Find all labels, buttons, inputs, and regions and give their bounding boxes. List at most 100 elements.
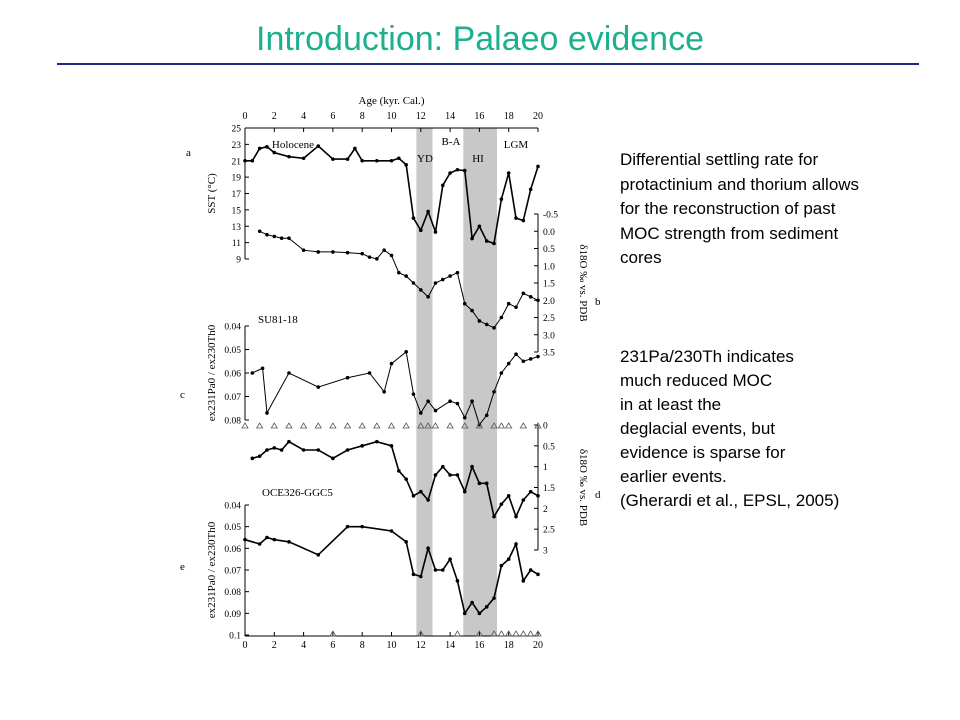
age-marker-triangle bbox=[329, 422, 337, 429]
age-marker-triangle bbox=[241, 422, 249, 429]
data-point-a bbox=[477, 224, 482, 229]
y-tick-label: 0.09 bbox=[224, 610, 241, 620]
panel-letter-d: d bbox=[595, 489, 601, 501]
note2-line: deglacial events, but bbox=[620, 419, 775, 438]
data-point-a bbox=[492, 241, 496, 246]
data-point-a bbox=[272, 150, 277, 155]
period-band-yd bbox=[416, 128, 433, 636]
y-tick-label: 1 bbox=[543, 463, 548, 473]
note2-line: evidence is sparse for bbox=[620, 443, 786, 462]
data-point-b bbox=[536, 298, 540, 303]
data-point-c bbox=[492, 390, 496, 394]
data-point-b bbox=[367, 255, 372, 259]
data-point-b bbox=[265, 232, 269, 237]
y-axis-title-b: δ18O ‰ vs. PDB bbox=[577, 244, 589, 321]
x-tick-label: 2 bbox=[272, 111, 277, 122]
y-axis-title-e: ex231Pa0 / ex230Th0 bbox=[206, 521, 218, 618]
data-point-c bbox=[419, 411, 423, 415]
y-tick-label: 25 bbox=[232, 125, 242, 135]
data-point-b bbox=[382, 248, 386, 253]
data-point-b bbox=[521, 291, 526, 296]
data-point-e bbox=[316, 553, 321, 557]
period-label: B-A bbox=[442, 136, 461, 148]
y-tick-label: 2.0 bbox=[543, 297, 555, 307]
x-tick-label: 10 bbox=[387, 111, 397, 122]
core-name-c: SU81-18 bbox=[258, 314, 298, 326]
data-point-d bbox=[411, 494, 416, 498]
age-marker-triangle bbox=[490, 630, 498, 637]
data-point-c bbox=[455, 401, 460, 406]
data-point-a bbox=[316, 144, 321, 148]
y-tick-label: 0.5 bbox=[543, 442, 555, 452]
data-point-b bbox=[506, 301, 511, 306]
data-point-b bbox=[419, 288, 423, 292]
data-point-c bbox=[514, 352, 518, 357]
y-tick-label: 1.0 bbox=[543, 262, 555, 272]
data-point-b bbox=[375, 257, 379, 261]
data-point-b bbox=[455, 270, 460, 275]
data-point-e bbox=[419, 574, 423, 579]
data-point-b bbox=[448, 274, 452, 278]
y-tick-label: 0.5 bbox=[543, 245, 555, 255]
period-label: LGM bbox=[504, 139, 529, 151]
data-point-c bbox=[382, 390, 386, 394]
note2-line: in at least the bbox=[620, 395, 722, 414]
data-point-c bbox=[316, 385, 321, 389]
data-point-e bbox=[287, 540, 291, 544]
data-point-c bbox=[411, 392, 416, 396]
age-marker-triangle bbox=[534, 630, 542, 637]
data-point-d bbox=[360, 444, 364, 448]
data-point-e bbox=[514, 542, 518, 546]
note2-line: (Gherardi et al., EPSL, 2005) bbox=[620, 491, 840, 510]
data-point-d bbox=[265, 448, 269, 452]
y-tick-label: 0.07 bbox=[224, 567, 241, 577]
data-point-d bbox=[448, 473, 452, 477]
y-tick-label: 0.06 bbox=[224, 370, 241, 380]
data-point-c bbox=[448, 399, 452, 404]
data-point-a bbox=[345, 157, 350, 161]
data-point-b bbox=[345, 250, 350, 255]
y-tick-label: 0.1 bbox=[229, 632, 241, 642]
data-point-c bbox=[345, 375, 350, 380]
data-point-a bbox=[411, 216, 416, 220]
data-point-b bbox=[499, 315, 504, 320]
note-pa-th-ratio: 231Pa/230Th indicates much reduced MOC in … bbox=[620, 345, 839, 513]
data-point-a bbox=[331, 157, 335, 161]
age-marker-triangle bbox=[417, 630, 425, 637]
y-tick-label: 21 bbox=[232, 157, 242, 167]
data-point-c bbox=[499, 371, 504, 375]
data-point-e bbox=[455, 579, 460, 583]
data-point-d bbox=[250, 456, 255, 461]
note1-line: MOC strength from sediment bbox=[620, 223, 839, 243]
data-point-b bbox=[514, 305, 518, 309]
data-point-a bbox=[426, 209, 430, 214]
y-tick-label: 3 bbox=[543, 547, 548, 557]
age-marker-triangle bbox=[431, 422, 440, 429]
data-point-b bbox=[492, 326, 496, 330]
data-point-e bbox=[462, 611, 467, 616]
data-point-a bbox=[521, 218, 526, 223]
data-point-b bbox=[477, 319, 482, 323]
data-point-e bbox=[448, 557, 452, 561]
data-point-a bbox=[433, 230, 438, 234]
panel-letter-c: c bbox=[180, 389, 185, 401]
data-point-d bbox=[440, 464, 445, 469]
data-point-c bbox=[536, 354, 540, 359]
age-marker-triangle bbox=[519, 630, 528, 637]
y-tick-label: 23 bbox=[232, 141, 242, 151]
x-tick-label: 4 bbox=[301, 111, 306, 122]
data-point-a bbox=[389, 158, 394, 163]
data-point-d bbox=[426, 498, 430, 502]
data-point-d bbox=[484, 481, 489, 486]
age-marker-triangle bbox=[417, 422, 425, 429]
data-point-a bbox=[257, 146, 262, 151]
data-point-a bbox=[506, 171, 511, 175]
y-tick-label: 0.05 bbox=[224, 523, 241, 533]
y-axis-title-a: SST (°C) bbox=[206, 173, 218, 214]
y-axis-title-c: ex231Pa0 / ex230Th0 bbox=[206, 324, 218, 421]
data-point-e bbox=[426, 546, 430, 551]
age-marker-triangle bbox=[285, 422, 293, 429]
x-tick-label: 8 bbox=[360, 640, 365, 650]
age-marker-triangle bbox=[424, 422, 432, 429]
data-point-c bbox=[389, 361, 394, 366]
